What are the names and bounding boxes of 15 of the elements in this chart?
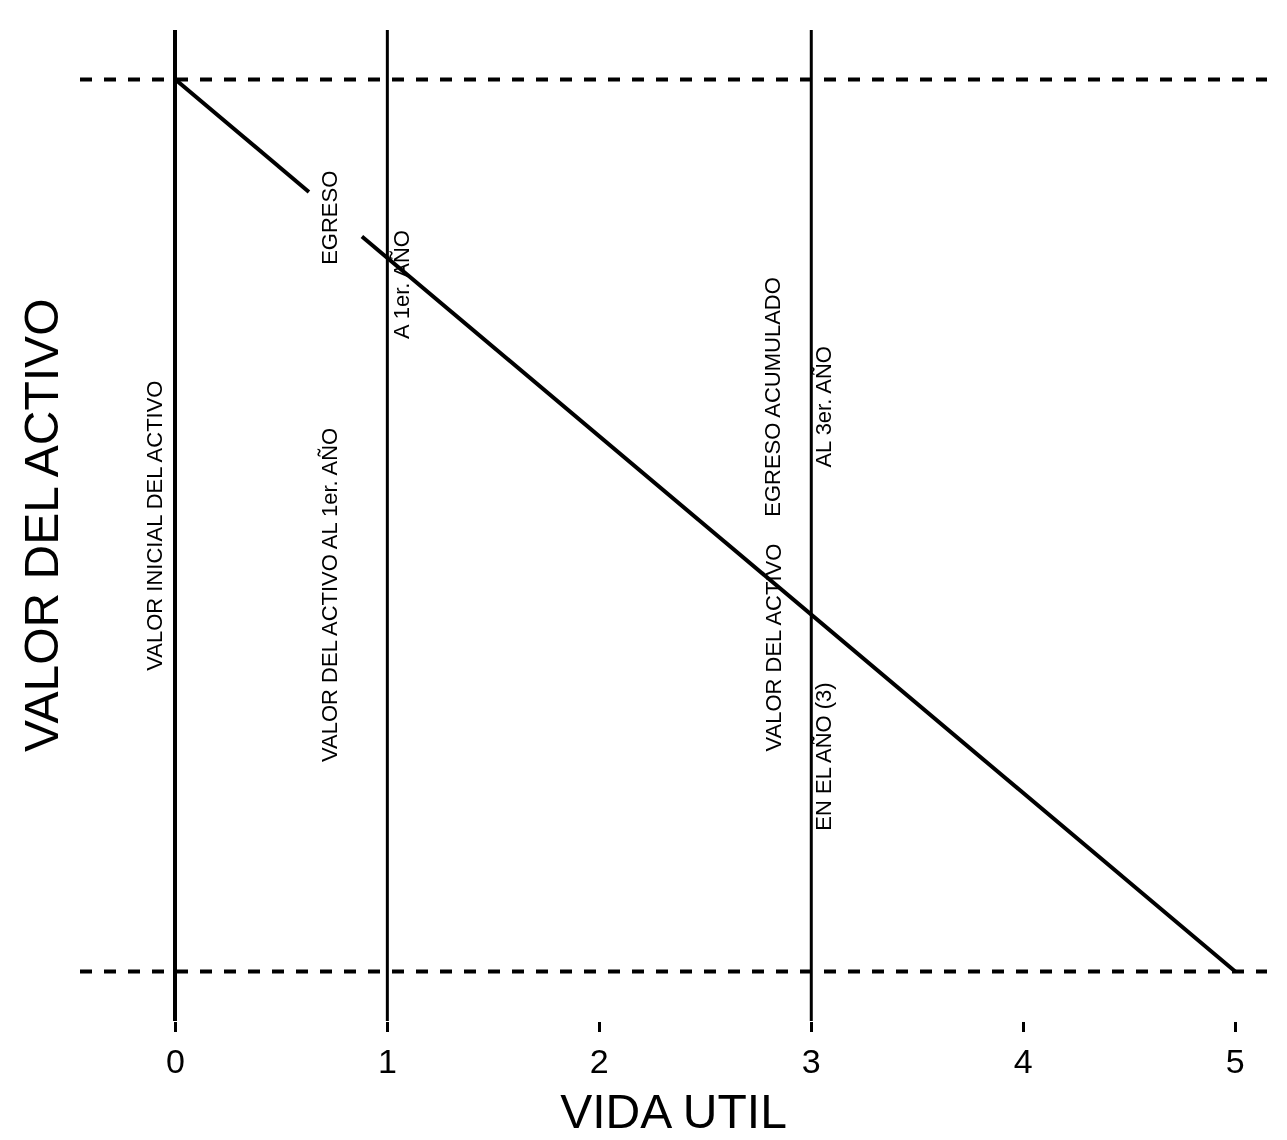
annotation: VALOR INICIAL DEL ACTIVO bbox=[141, 380, 167, 671]
x-axis-title: VIDA UTIL bbox=[560, 1084, 787, 1138]
annotation: EN EL AÑO (3) bbox=[811, 682, 837, 831]
annotation: EGRESO ACUMULADO bbox=[760, 277, 786, 517]
x-tick-label: 3 bbox=[801, 1041, 821, 1080]
x-tick-label: 4 bbox=[1013, 1041, 1033, 1080]
annotation: EGRESO bbox=[317, 170, 343, 265]
annotation: VALOR DEL ACTIVO AL 1er. AÑO bbox=[317, 427, 343, 762]
annotation: VALOR DEL ACTIVO bbox=[760, 543, 786, 752]
y-axis-title: VALOR DEL ACTIVO bbox=[15, 298, 68, 752]
x-tick-label: 5 bbox=[1225, 1041, 1245, 1080]
x-tick-label: 2 bbox=[589, 1041, 609, 1080]
x-tick-label: 0 bbox=[165, 1041, 185, 1080]
annotation: AL 3er. AÑO bbox=[811, 346, 837, 468]
x-tick-label: 1 bbox=[377, 1041, 397, 1080]
